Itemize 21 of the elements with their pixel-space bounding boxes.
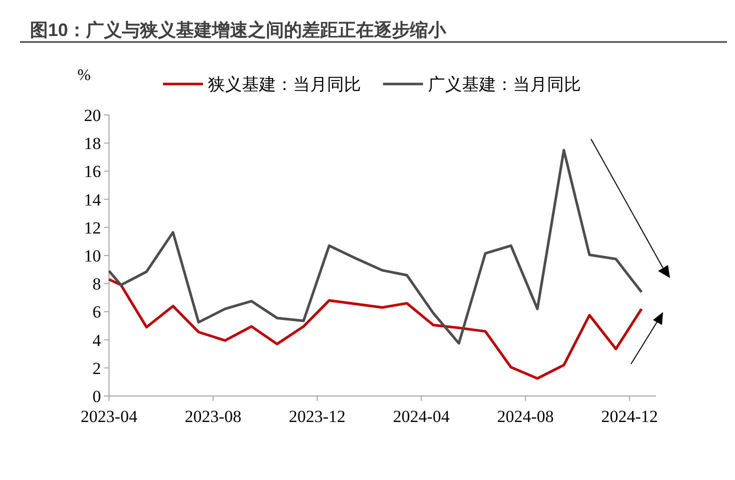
- x-tick-label: 2023-08: [184, 407, 242, 426]
- chart-title: 图10：广义与狭义基建增速之间的差距正在逐步缩小: [30, 20, 448, 40]
- y-tick-label: 12: [84, 218, 101, 238]
- x-tick-label: 2024-12: [601, 407, 658, 426]
- x-tick-label: 2023-12: [288, 407, 346, 426]
- x-tick-label: 2024-08: [497, 407, 554, 426]
- y-tick-label: 4: [92, 330, 102, 350]
- y-tick-label: 16: [84, 162, 101, 182]
- y-tick-label: 14: [84, 190, 102, 210]
- y-tick-label: 6: [92, 302, 101, 322]
- y-tick-label: 20: [84, 106, 101, 125]
- y-axis-title: %: [77, 67, 91, 84]
- y-tick-label: 8: [92, 274, 101, 294]
- x-tick-label: 2023-04: [80, 407, 138, 426]
- y-tick-label: 0: [92, 387, 101, 406]
- x-tick-label: 2024-04: [392, 407, 450, 426]
- y-tick-label: 18: [84, 134, 101, 154]
- y-tick-label: 10: [84, 246, 101, 266]
- y-tick-label: 2: [92, 358, 101, 378]
- legend-label: 广义基建：当月同比: [428, 75, 581, 94]
- legend-label: 狭义基建：当月同比: [208, 75, 361, 94]
